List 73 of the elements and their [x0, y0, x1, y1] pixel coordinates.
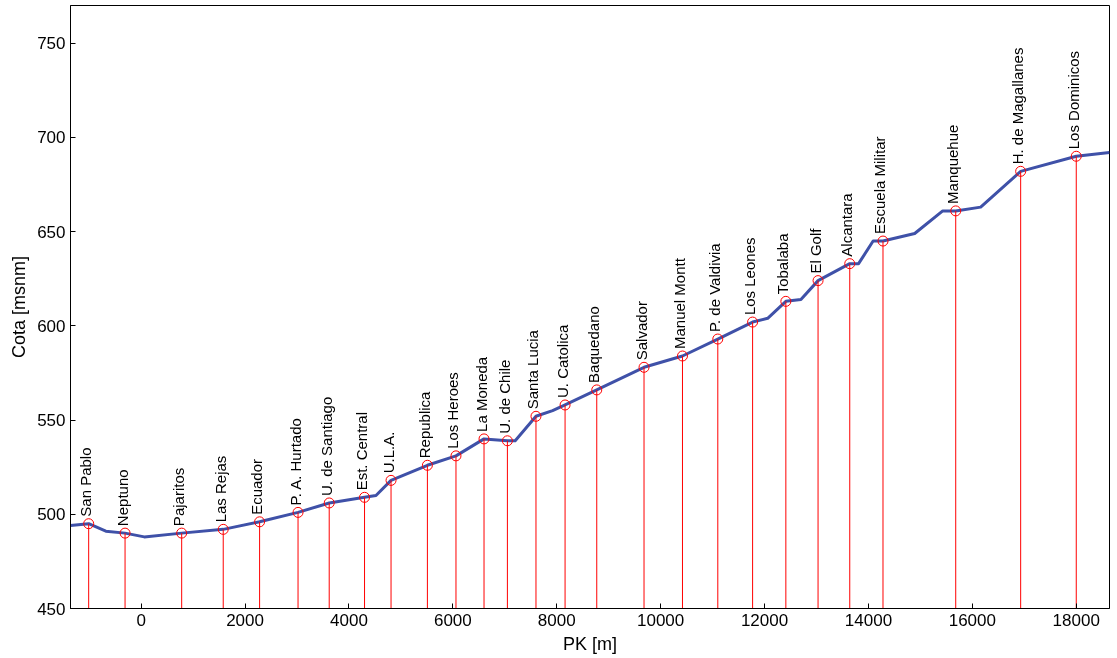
x-tick-label: 6000 [433, 610, 472, 630]
annotation: Salvador [632, 301, 650, 361]
annotation: Los Heroes [444, 372, 462, 449]
point [176, 527, 188, 539]
x-tick-label: 14000 [844, 610, 893, 630]
annotation: Tobalaba [774, 232, 792, 295]
annotation: Alcantara [838, 192, 856, 257]
point [450, 450, 462, 462]
y-tick-label: 750 [37, 34, 66, 54]
point [1070, 150, 1082, 162]
point [359, 491, 371, 503]
x-tick-label: 18000 [1052, 610, 1100, 630]
point [385, 474, 397, 486]
point [676, 350, 688, 362]
x-axis-title: PK [m] [563, 633, 618, 654]
x-tick-label: 10000 [637, 610, 685, 630]
point [877, 235, 889, 247]
annotation: Santa Lucia [524, 329, 542, 410]
point [83, 518, 95, 530]
point [1015, 165, 1027, 177]
x-tick-label: 0 [136, 610, 146, 630]
x-tick-label: 16000 [948, 610, 996, 630]
point [254, 516, 266, 528]
annotation: U.L.A. [379, 431, 397, 474]
point [501, 435, 513, 447]
annotation: El Golf [806, 227, 824, 274]
point [559, 399, 571, 411]
annotation: U. de Santiago [317, 396, 335, 496]
point [530, 410, 542, 422]
point [950, 205, 962, 217]
point [323, 497, 335, 509]
y-tick-label: 600 [37, 316, 66, 336]
y-axis-title: Cota [msnm] [9, 255, 30, 359]
point [591, 384, 603, 396]
annotation: La Moneda [472, 356, 490, 432]
annotation: H. de Magallanes [1009, 47, 1027, 165]
x-tick-label: 8000 [537, 610, 576, 630]
annotation: Pajaritos [170, 467, 188, 527]
annotation: Los Leones [741, 237, 759, 316]
y-tick-label: 550 [37, 411, 66, 431]
y-tick-label: 650 [37, 222, 66, 242]
point [119, 527, 131, 539]
annotation: P. de Valdivia [706, 242, 724, 333]
point [812, 275, 824, 287]
point [712, 333, 724, 345]
y-tick-label: 450 [37, 599, 66, 619]
annotation: Est. Central [353, 411, 371, 491]
annotation: San Pablo [77, 447, 95, 517]
x-tick-label: 12000 [740, 610, 789, 630]
point [747, 316, 759, 328]
annotation: Neptuno [113, 469, 131, 527]
annotation: Manquehue [944, 124, 962, 204]
point [292, 506, 304, 518]
annotation: Los Dominicos [1064, 50, 1082, 150]
annotation: P. A. Hurtado [286, 418, 304, 506]
point [780, 295, 792, 307]
y-tick-label: 500 [37, 505, 66, 525]
point [421, 459, 433, 471]
y-tick-label: 700 [37, 128, 66, 148]
annotation: Baquedano [585, 306, 603, 383]
x-tick-label: 4000 [330, 610, 368, 630]
point [844, 258, 856, 270]
annotation: U. Catolica [553, 323, 571, 398]
annotation: Ecuador [248, 458, 266, 515]
x-tick-label: 2000 [226, 610, 264, 630]
annotation: U. de Chile [495, 359, 513, 434]
annotation: Republica [415, 390, 433, 459]
annotation: Las Rejas [211, 455, 229, 523]
point [478, 433, 490, 445]
annotation: Manuel Montt [670, 257, 688, 349]
point [217, 523, 229, 535]
point [638, 361, 650, 373]
annotation: Escuela Militar [871, 136, 889, 235]
